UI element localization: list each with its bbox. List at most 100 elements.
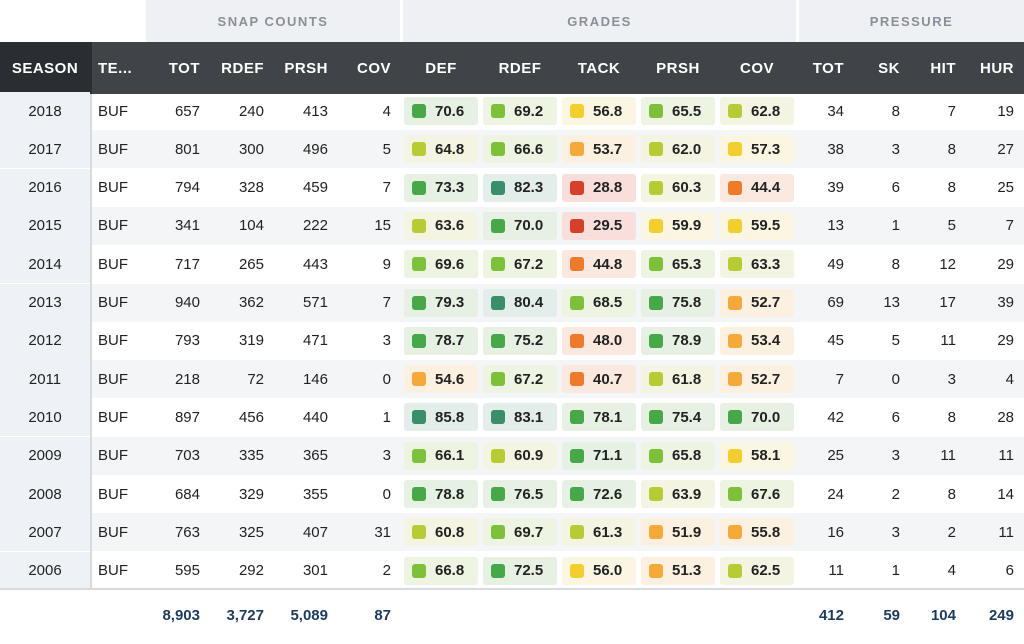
season-cell: 2010 [0,398,90,436]
snap-rdef-cell: 104 [205,207,264,245]
grade-def-cell: 54.6 [404,365,478,394]
total-pressure-tot: 412 [818,606,844,624]
snap-tot-cell-value: 218 [174,370,200,388]
grade-rdef-cell: 80.4 [483,288,557,317]
grade-cov-value: 58.1 [751,447,781,465]
grade-prsh-cell: 51.3 [641,556,715,585]
group-header-snap-counts: SNAP COUNTS [146,0,400,42]
grade-rdef-value: 82.3 [514,179,544,197]
pressure-tot-cell: 25 [800,437,844,475]
grade-color-square-icon [570,563,584,578]
col-header-grade-tack[interactable]: TACK [577,59,621,77]
grade-prsh-value: 75.8 [672,294,702,311]
grade-color-square-icon [491,448,505,463]
grade-tack-cell: 56.0 [562,556,636,585]
grade-color-square-icon [649,333,663,348]
grade-color-square-icon [570,218,584,233]
snap-cov-cell: 3 [335,322,391,360]
pressure-sk-cell: 6 [858,398,900,436]
snap-prsh-cell: 571 [268,284,328,322]
season-cell-bg [0,513,90,552]
snap-prsh-cell: 301 [268,552,328,590]
pressure-sk-cell-value: 3 [891,447,900,465]
season-cell-bg [0,475,90,513]
col-header-grade-cov[interactable]: COV [739,59,774,77]
grade-color-square-icon [728,487,742,501]
pressure-tot-cell: 45 [800,322,844,360]
grade-def-cell: 85.8 [404,403,478,432]
pressure-hit-cell: 8 [916,475,956,513]
col-header-pressure-tot[interactable]: TOT [812,59,844,77]
grade-color-square-icon [491,372,505,387]
pressure-hur-cell: 28 [968,398,1014,436]
col-header-pressure-sk[interactable]: SK [878,59,900,77]
snap-cov-cell-value: 1 [382,408,391,426]
snap-prsh-cell-value: 459 [302,179,328,197]
grade-prsh-cell: 78.9 [641,326,715,355]
col-header-team[interactable]: TE... [98,59,133,77]
grade-def-cell: 73.3 [404,173,478,202]
snap-cov-cell: 4 [335,92,391,130]
grade-def-value: 64.8 [435,140,465,158]
grade-def-value: 66.8 [435,562,465,580]
pressure-tot-cell-value: 45 [827,332,844,350]
pressure-hur-cell-value: 39 [997,294,1014,311]
col-header-pressure-hur[interactable]: HUR [980,59,1014,77]
grade-color-square-icon [649,180,663,195]
pressure-hur-cell-value: 4 [1005,370,1014,388]
pressure-hit-cell-value: 5 [947,217,956,235]
grade-def-value: 66.1 [435,447,465,465]
snap-cov-cell-value: 2 [382,562,391,580]
season-cell-bg [0,245,90,284]
pressure-tot-cell: 69 [800,284,844,322]
team-cell: BUF [98,437,142,475]
pressure-hit-cell: 11 [916,322,956,360]
season-cell: 2014 [0,245,90,283]
grade-color-square-icon [412,218,426,233]
grade-color-square-icon [570,525,584,540]
grade-color-square-icon [491,563,505,578]
grade-color-square-icon [728,180,742,195]
pressure-hit-cell-value: 3 [947,370,956,388]
grade-color-square-icon [649,142,663,157]
grade-color-square-icon [491,104,505,118]
grade-prsh-cell: 63.9 [641,480,715,508]
col-header-grade-def[interactable]: DEF [425,59,457,77]
grade-cov-value: 52.7 [751,370,781,388]
col-header-snap-prsh[interactable]: PRSH [284,59,328,77]
snap-tot-cell-value: 897 [174,408,200,426]
grade-color-square-icon [649,487,663,501]
team-cell-value: BUF [98,562,128,580]
grade-prsh-value: 75.4 [672,408,702,426]
snap-cov-cell-value: 4 [382,102,391,120]
col-header-snap-cov[interactable]: COV [356,59,391,77]
grade-color-square-icon [728,448,742,463]
col-header-pressure-hit[interactable]: HIT [930,59,956,77]
snap-tot-cell-value: 684 [174,485,200,503]
col-header-season[interactable]: SEASON [11,59,79,77]
grade-color-square-icon [728,333,742,348]
grade-cov-cell: 59.5 [720,211,794,240]
pressure-hit-cell: 8 [916,169,956,207]
pressure-tot-cell: 24 [800,475,844,513]
season-cell: 2008 [0,475,90,513]
col-header-grade-prsh[interactable]: PRSH [656,59,700,77]
snap-cov-cell-value: 31 [374,523,391,541]
col-header-snap-rdef[interactable]: RDEF [221,59,264,77]
pressure-hur-cell: 11 [968,513,1014,551]
grade-rdef-cell: 69.7 [483,518,557,547]
grade-tack-cell: 53.7 [562,135,636,164]
grade-prsh-value: 78.9 [672,332,702,350]
season-cell: 2007 [0,513,90,551]
pressure-hur-cell-value: 11 [998,523,1014,541]
snap-rdef-cell-value: 335 [238,447,264,465]
pressure-tot-cell: 39 [800,169,844,207]
col-header-grade-rdef[interactable]: RDEF [498,59,542,77]
grade-color-square-icon [412,525,426,540]
grade-cov-value: 70.0 [751,408,781,426]
grade-color-square-icon [412,180,426,195]
col-header-snap-tot[interactable]: TOT [168,59,200,77]
grade-color-square-icon [570,333,584,348]
grade-color-square-icon [649,525,663,540]
grade-cov-value: 52.7 [751,294,781,311]
